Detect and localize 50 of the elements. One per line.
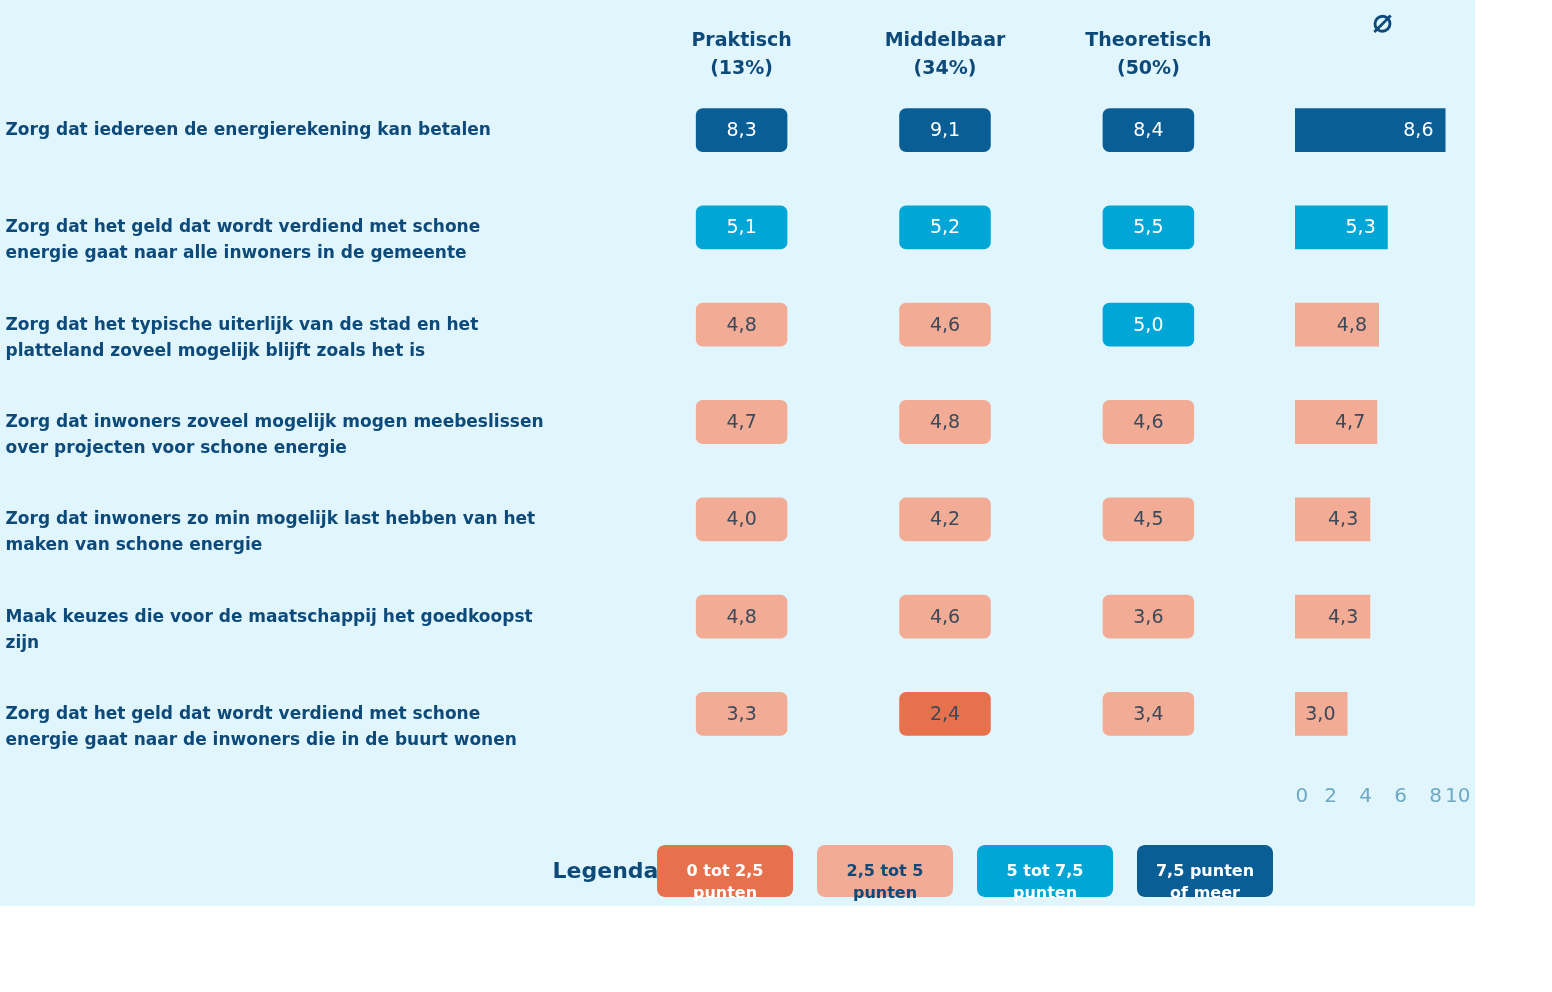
data-label: 8,4 — [1133, 118, 1164, 141]
data-label: 4,5 — [1133, 507, 1164, 530]
x-tick-label: 8 — [1429, 782, 1442, 807]
y-tick-label: Zorg dat inwoners zoveel mogelijk mogen meebeslissen over projecten voor schone energie — [5, 411, 544, 457]
data-label: 5,1 — [726, 215, 757, 238]
chart-title: ⌀ — [1372, 0, 1393, 40]
data-label: 4,7 — [1335, 410, 1366, 432]
data-label: 4,8 — [726, 312, 757, 335]
data-label: 9,1 — [929, 118, 961, 141]
data-label: 4,8 — [1336, 312, 1367, 335]
data-label: 5,3 — [1345, 215, 1376, 238]
y-tick-label: Zorg dat het geld dat wordt verdiend met schone energie gaat naar alle inwoners in de gemeente — [5, 216, 481, 263]
data-label: 2,4 — [929, 701, 961, 724]
x-tick-label: Middelbaar (34%) — [884, 27, 1006, 78]
data-label: 3,4 — [1133, 701, 1164, 724]
category-label: 7,5 punten of meer — [1155, 861, 1255, 902]
data-label: 4,7 — [726, 410, 757, 432]
data-label: 4,3 — [1328, 507, 1359, 530]
text: Legenda — [552, 857, 659, 883]
data-label: 5,0 — [1133, 312, 1164, 335]
data-label: 4,3 — [1328, 604, 1359, 627]
data-label: 4,6 — [929, 312, 961, 335]
data-label: 3,6 — [1133, 604, 1164, 627]
data-label: 8,6 — [1403, 118, 1434, 141]
category-label: 5 tot 7,5 punten — [1006, 861, 1084, 902]
x-tick-label: 0 — [1295, 782, 1309, 807]
y-tick-label: Zorg dat iedereen de energierekening kan betalen — [5, 119, 491, 140]
data-label: 4,8 — [929, 410, 961, 432]
y-tick-label: Maak keuzes die voor de maatschappij het goedkoopst zijn — [5, 605, 533, 652]
data-label: 3,3 — [726, 701, 757, 724]
x-tick-label: 10 — [1445, 782, 1471, 807]
data-label: 4,2 — [929, 507, 961, 530]
data-label: 4,8 — [726, 604, 757, 627]
x-tick-label: Theoretisch (50%) — [1085, 27, 1212, 78]
data-label: 3,0 — [1305, 701, 1336, 724]
data-label: 4,0 — [726, 507, 757, 530]
y-tick-label: Zorg dat inwoners zo min mogelijk last hebben van het maken van schone energie — [5, 508, 536, 555]
category-label: 2,5 tot 5 punten — [846, 861, 924, 902]
category-label: 0 tot 2,5 punten — [686, 861, 764, 902]
data-label: 4,6 — [1133, 410, 1164, 432]
y-tick-label: Zorg dat het geld dat wordt verdiend met schone energie gaat naar de inwoners die in de buurt wonen — [5, 702, 517, 749]
x-tick-label: 6 — [1394, 782, 1407, 807]
x-tick-label: 4 — [1359, 782, 1372, 807]
data-label: 5,5 — [1133, 215, 1164, 238]
data-label: 8,3 — [726, 118, 757, 141]
data-label: 4,6 — [929, 604, 961, 627]
x-tick-label: 2 — [1324, 782, 1337, 807]
data-label: 5,2 — [929, 215, 961, 238]
x-tick-label: Praktisch (13%) — [691, 27, 792, 78]
y-tick-label: Zorg dat het typische uiterlijk van de stad en het platteland zoveel mogelijk blijft zoals het is — [5, 313, 479, 360]
